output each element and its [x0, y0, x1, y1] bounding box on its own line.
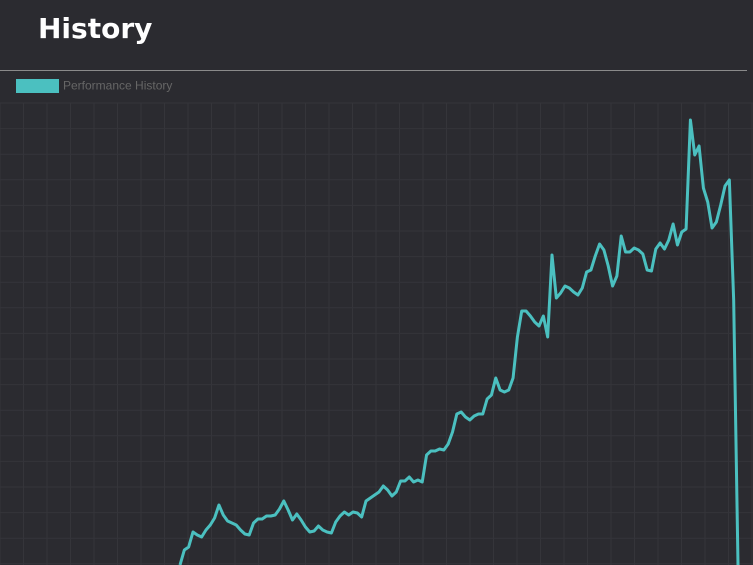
- legend-label: Performance History: [63, 79, 172, 93]
- data-line: [178, 118, 740, 565]
- page-title: History: [38, 12, 153, 45]
- header-divider: [0, 70, 747, 71]
- legend-swatch: [16, 79, 59, 93]
